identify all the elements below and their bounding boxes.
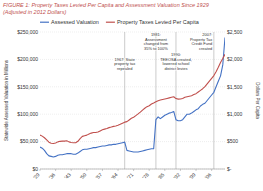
x-tick [211,169,212,171]
x-tick-label: '64 [110,171,119,180]
legend-swatch [106,22,115,23]
x-tick [180,169,181,171]
y-tick-label: $200,000 [17,56,38,62]
x-tick [40,169,41,171]
annotation: 1967: Stateproperty taxrepealed [114,57,136,71]
x-tick-label: '92 [172,171,181,180]
legend-entry: Property Taxes Levied Per Capita [117,19,200,25]
grid-line [40,86,225,87]
grid-line [40,114,225,115]
series-line [40,54,225,143]
x-tick-label: '43 [63,171,72,180]
y2-tick-label: $1,500 [227,84,243,90]
x-tick [164,169,165,171]
y-tick-label: $0 [32,166,38,172]
y2-tick-label: $2,500 [227,29,243,35]
x-tick-label: '85 [157,171,166,180]
x-tick-label: '36 [47,171,56,180]
legend-entry: Assessed Valuation [51,19,99,25]
y2-tick-label: $500 [227,138,238,144]
legend-swatch [40,22,49,23]
y2-tick-label: $2,000 [227,56,243,62]
annotation: 1990:TEEOSA created,lowered schooldistri… [160,52,192,71]
y-axis-label: Statewide Assessed Valuation in Millions [4,59,9,141]
x-tick-label: '99 [188,171,197,180]
x-tick [133,169,134,171]
y-tick-label: $250,000 [17,29,38,35]
grid-line [40,169,225,170]
x-tick [149,169,150,171]
x-tick [86,169,87,171]
annotation: 1981:Assessmentchanged from35% to 100% [144,32,169,51]
series-line [40,37,225,156]
x-tick-label: '50 [79,171,88,180]
annotation-line [124,32,125,169]
grid-line [40,32,225,33]
x-tick [196,169,197,171]
annotation-line [213,32,214,169]
title: FIGURE 1: Property Taxes Levied Per Capi… [3,2,209,8]
x-tick-label: '78 [141,171,150,180]
y-tick-label: $100,000 [17,111,38,117]
y2-tick-label: $1,000 [227,111,243,117]
chart: FIGURE 1: Property Taxes Levied Per Capi… [0,0,263,191]
y2-axis-label: Dollars Per Capita [255,82,260,119]
x-tick [118,169,119,171]
x-tick [102,169,103,171]
x-tick-label: '71 [125,171,134,180]
x-tick-label: '29 [32,171,41,180]
x-tick [71,169,72,171]
y2-tick-label: $- [227,166,232,172]
plot-area [40,32,225,169]
subtitle: (Adjusted in 2012 Dollars) [3,9,66,15]
y-tick-label: $150,000 [17,84,38,90]
annotation: 2007:Property TaxCredit Fundcreated [190,32,212,51]
x-axis-line [40,169,225,170]
x-tick-label: '06 [203,171,212,180]
x-tick [55,169,56,171]
x-tick-label: '57 [94,171,103,180]
annotation-line [155,32,156,169]
y-tick-label: $50,000 [20,138,38,144]
